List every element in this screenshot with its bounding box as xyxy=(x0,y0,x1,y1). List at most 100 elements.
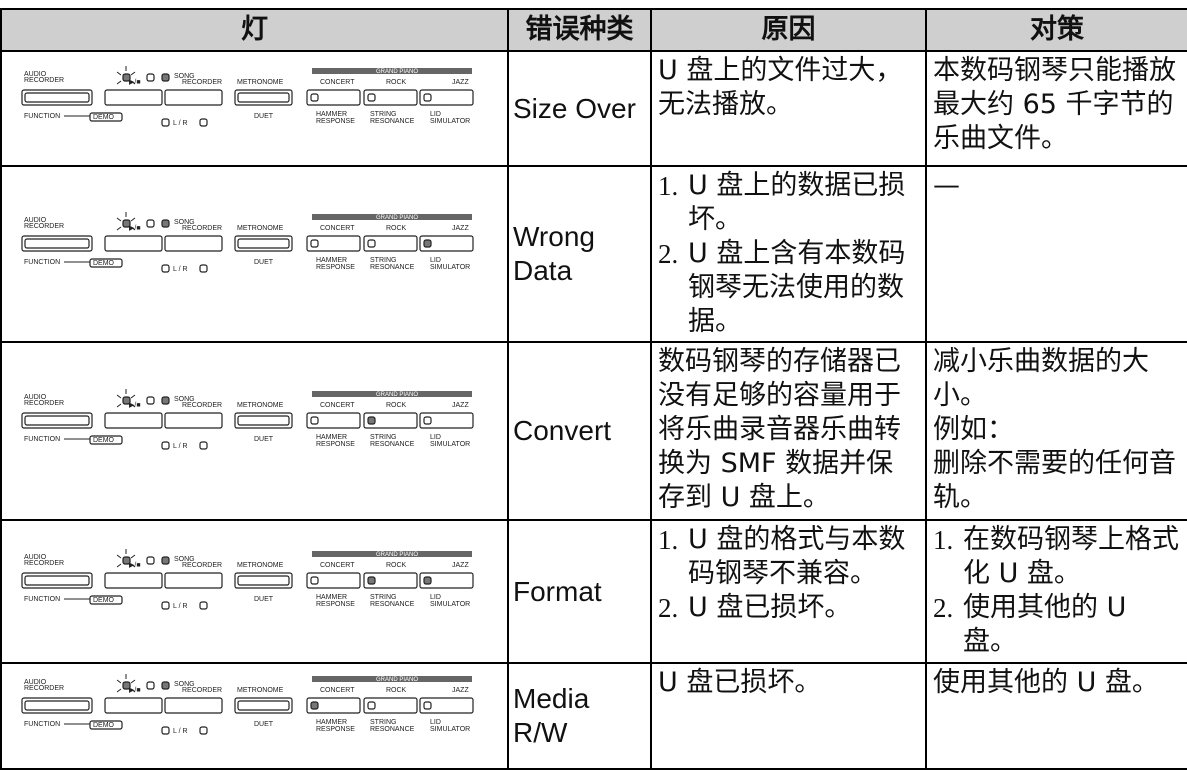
panel-label: RECORDER xyxy=(182,225,222,232)
panel-label: FUNCTION xyxy=(24,721,60,728)
panel-label: ROCK xyxy=(386,687,407,694)
panel-shape xyxy=(24,699,90,711)
panel-shape xyxy=(363,234,418,252)
panel-label: CONCERT xyxy=(320,225,355,232)
table-row: AUDIO RECORDER FUNCTION DEMO ▶/■ SONG RECORDER… xyxy=(0,165,1187,343)
list-number: 2. xyxy=(933,593,954,623)
panel-shape xyxy=(161,118,170,127)
panel-label: STRING xyxy=(370,257,396,264)
panel-shape xyxy=(423,700,432,710)
panel-label: AUDIO xyxy=(24,71,47,78)
panel-label: L / R xyxy=(173,728,188,735)
paragraph: 减小乐曲数据的大小。 xyxy=(933,346,1149,411)
panel-label: JAZZ xyxy=(452,687,469,694)
panel-label: LID xyxy=(430,434,441,441)
panel-label: ROCK xyxy=(386,562,407,569)
panel-shape xyxy=(306,89,361,106)
panel-shape xyxy=(89,719,123,730)
panel-label: SIMULATOR xyxy=(430,726,470,733)
panel-label: CONCERT xyxy=(320,402,355,409)
cause-cell: U 盘已损坏。 xyxy=(650,662,927,770)
panel-shape xyxy=(199,440,208,450)
grand-piano-bar xyxy=(312,675,472,682)
panel-label: JAZZ xyxy=(452,79,469,86)
paragraph: 数码钢琴的存储器已没有足够的容量用于将乐曲录音器乐曲转换为 SMF 数据并保存到… xyxy=(658,346,901,513)
panel-label: RECORDER xyxy=(24,560,64,567)
panel-label: FUNCTION xyxy=(24,259,60,266)
panel-label: CONCERT xyxy=(320,687,355,694)
error-table: 灯 错误种类 原因 对策 AUDIO RECORDER FUNCTION DEMO ▶/… xyxy=(0,8,1187,770)
panel-shape xyxy=(199,601,208,610)
panel-shape xyxy=(237,92,290,103)
panel-label: AUDIO xyxy=(24,679,47,686)
panel-label: GRAND PIANO xyxy=(376,552,418,558)
panel-label: SIMULATOR xyxy=(430,441,470,448)
panel-label: FUNCTION xyxy=(24,436,60,443)
panel-shape xyxy=(423,415,432,425)
panel-label: FUNCTION xyxy=(24,113,60,120)
panel-shape xyxy=(89,434,123,445)
panel-shape xyxy=(161,263,170,273)
panel-shape xyxy=(419,234,474,252)
panel-shape xyxy=(104,89,163,106)
panel-label: RESPONSE xyxy=(316,441,355,448)
panel-shape xyxy=(89,595,123,605)
panel-label: L / R xyxy=(173,443,188,450)
list-number: 1. xyxy=(658,525,679,555)
panel-label: STRING xyxy=(370,594,396,601)
cause-cell: U 盘上的文件过大，无法播放。 xyxy=(650,50,927,167)
list-text: U 盘上的数据已损坏。 xyxy=(688,170,906,235)
panel-label: HAMMER xyxy=(316,434,347,441)
panel-shape xyxy=(164,696,223,714)
panel-shape xyxy=(310,700,319,710)
header-cell: 灯 xyxy=(0,8,509,52)
grand-piano-bar xyxy=(312,213,472,220)
panel-label: RESPONSE xyxy=(316,264,355,271)
cause-cell: 1. U 盘的格式与本数码钢琴不兼容。 2. U 盘已损坏。 xyxy=(650,519,927,664)
panel-shape xyxy=(146,395,155,405)
action-cell: 本数码钢琴只能播放最大约 65 千字节的乐曲文件。 xyxy=(925,50,1187,167)
panel-shape xyxy=(122,73,131,82)
panel-label: RECORDER xyxy=(24,223,64,230)
panel-label: DUET xyxy=(254,721,274,728)
blink-icon xyxy=(116,66,136,85)
panel-shape xyxy=(161,218,170,228)
list-item: 1. U 盘的格式与本数码钢琴不兼容。 xyxy=(658,523,919,591)
panel-label: DUET xyxy=(254,259,274,266)
panel-label: RESONANCE xyxy=(370,441,415,448)
cause-cell: 1. U 盘上的数据已损坏。 2. U 盘上含有本数码钢琴无法使用的数据。 xyxy=(650,165,927,343)
list-number: 2. xyxy=(658,239,679,269)
panel-label: JAZZ xyxy=(452,225,469,232)
panel-label: GRAND PIANO xyxy=(376,677,418,683)
panel-shape xyxy=(199,118,208,127)
panel-label: L / R xyxy=(173,603,188,610)
panel-shape xyxy=(89,112,123,122)
list-item: 2. U 盘已损坏。 xyxy=(658,591,919,625)
blink-icon xyxy=(116,549,136,568)
panel-label: RECORDER xyxy=(24,77,64,84)
panel-label: CONCERT xyxy=(320,562,355,569)
paragraph: 使用其他的 U 盘。 xyxy=(933,667,1159,698)
panel-shape xyxy=(104,411,163,429)
panel-shape xyxy=(164,572,223,589)
panel-shape xyxy=(122,218,131,228)
header-cell: 对策 xyxy=(925,8,1187,52)
panel-label: RESONANCE xyxy=(370,726,415,733)
panel-label: ROCK xyxy=(386,79,407,86)
panel-shape xyxy=(310,93,319,102)
panel-label: RECORDER xyxy=(24,400,64,407)
list-text: 在数码钢琴上格式化 U 盘。 xyxy=(963,524,1179,589)
header-cell: 原因 xyxy=(650,8,927,52)
panel-label: SIMULATOR xyxy=(430,264,470,271)
panel-label: DEMO xyxy=(93,114,115,121)
panel-shape xyxy=(122,395,131,405)
panel-label: SIMULATOR xyxy=(430,601,470,608)
panel-shape xyxy=(122,680,131,690)
panel-label: DEMO xyxy=(93,437,115,444)
